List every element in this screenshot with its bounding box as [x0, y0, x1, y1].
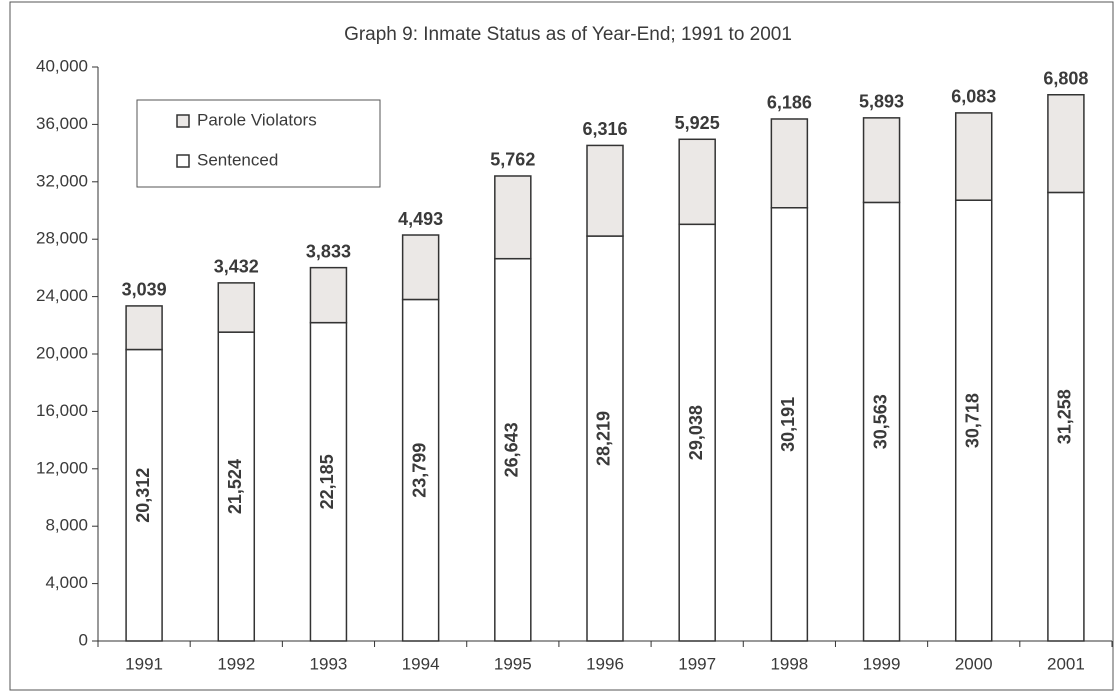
bar-segment: [1047, 191, 1085, 642]
y-tick-label: 8,000: [45, 516, 88, 535]
bar-segment: [125, 348, 163, 642]
value-label: 30,563: [870, 394, 890, 449]
bar-segment: [586, 144, 624, 237]
bar-segment: [862, 117, 901, 204]
y-tick-label: 24,000: [36, 286, 88, 305]
value-label: 30,191: [778, 397, 798, 452]
bar-segment: [954, 112, 993, 201]
bar-segment: [862, 201, 901, 642]
x-tick-label: 1992: [217, 654, 255, 673]
y-tick-label: 40,000: [36, 56, 88, 75]
x-tick-label: 1999: [863, 654, 901, 673]
value-label: 4,493: [398, 209, 443, 229]
bar-segment: [770, 118, 809, 209]
value-label: 6,186: [767, 93, 812, 113]
bar-segment: [217, 282, 256, 333]
bar-segment: [1047, 94, 1085, 194]
y-tick-label: 4,000: [45, 573, 88, 592]
chart-title: Graph 9: Inmate Status as of Year-End; 1…: [344, 24, 792, 45]
x-tick-label: 1994: [402, 654, 440, 673]
value-label: 6,808: [1043, 69, 1088, 89]
bar-segment: [217, 331, 256, 642]
legend-label: Sentenced: [197, 150, 278, 169]
value-label: 5,925: [675, 113, 720, 133]
value-label: 5,893: [859, 92, 904, 112]
value-label: 31,258: [1055, 389, 1075, 444]
bar-segment: [586, 235, 624, 642]
bar-segment: [678, 138, 716, 226]
y-tick-label: 36,000: [36, 114, 88, 133]
y-tick-label: 16,000: [36, 401, 88, 420]
value-label: 26,643: [502, 422, 522, 477]
value-label: 29,038: [686, 405, 706, 460]
y-tick-label: 0: [79, 630, 88, 649]
y-tick-label: 12,000: [36, 458, 88, 477]
value-label: 22,185: [317, 454, 337, 509]
value-label: 30,718: [962, 393, 982, 448]
value-label: 28,219: [594, 411, 614, 466]
y-tick-label: 28,000: [36, 229, 88, 248]
bar-segment: [494, 175, 532, 260]
x-tick-label: 2000: [955, 654, 993, 673]
x-tick-label: 1998: [770, 654, 808, 673]
bar-segment: [309, 321, 348, 642]
legend-label: Parole Violators: [197, 110, 317, 129]
x-tick-label: 1995: [494, 654, 532, 673]
value-label: 21,524: [225, 459, 245, 514]
y-tick-label: 32,000: [36, 171, 88, 190]
bar-segment: [125, 305, 163, 351]
bar-segment: [401, 234, 440, 301]
x-tick-label: 1997: [678, 654, 716, 673]
x-tick-label: 1991: [125, 654, 163, 673]
legend-swatch: [176, 154, 190, 168]
x-tick-label: 1996: [586, 654, 624, 673]
x-tick-label: 1993: [310, 654, 348, 673]
value-label: 5,762: [490, 150, 535, 170]
value-label: 20,312: [133, 468, 153, 523]
x-tick-label: 2001: [1047, 654, 1085, 673]
value-label: 23,799: [409, 443, 429, 498]
value-label: 6,316: [582, 119, 627, 139]
legend-swatch: [176, 114, 190, 128]
bar-segment: [401, 298, 440, 642]
value-label: 3,833: [306, 241, 351, 261]
value-label: 3,039: [122, 280, 167, 300]
bar-segment: [770, 207, 809, 642]
bar-segment: [678, 223, 716, 642]
value-label: 6,083: [951, 87, 996, 107]
bar-segment: [309, 266, 348, 324]
y-tick-label: 20,000: [36, 343, 88, 362]
value-label: 3,432: [214, 257, 259, 277]
bar-segment: [954, 199, 993, 642]
